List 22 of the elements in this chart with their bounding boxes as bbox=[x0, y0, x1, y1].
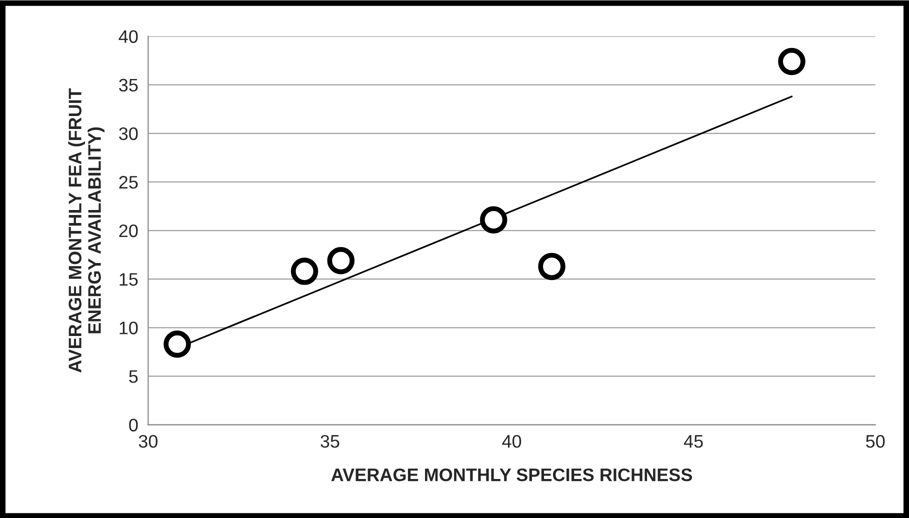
y-tick-label: 20 bbox=[119, 224, 138, 238]
y-tick-label: 35 bbox=[119, 78, 138, 92]
y-axis-title: AVERAGE MONTHLY FEA (FRUIT ENERGY AVAILABILITY) bbox=[68, 88, 104, 373]
point bbox=[538, 252, 566, 280]
y-tick-label: 40 bbox=[118, 30, 138, 43]
point bbox=[327, 246, 355, 274]
x-axis-title: AVERAGE MONTHLY SPECIES RICHNESS bbox=[331, 468, 692, 482]
x-tick-label: 45 bbox=[684, 435, 703, 448]
y-tick-label: 5 bbox=[129, 370, 138, 383]
x-tick-label: 35 bbox=[320, 434, 340, 448]
y-tick-label: 25 bbox=[119, 176, 138, 189]
y-tick-label: 10 bbox=[120, 322, 138, 334]
x-tick-label: 50 bbox=[866, 434, 885, 448]
y-tick-label: 0 bbox=[129, 418, 138, 432]
x-tick-label: 40 bbox=[502, 434, 522, 448]
point bbox=[778, 48, 806, 76]
point bbox=[480, 206, 508, 234]
y-tick-label: 15 bbox=[120, 273, 138, 286]
y-tick-label: 30 bbox=[119, 127, 138, 140]
x-tick-label: 30 bbox=[138, 434, 158, 448]
point bbox=[164, 330, 191, 358]
point bbox=[290, 258, 318, 285]
